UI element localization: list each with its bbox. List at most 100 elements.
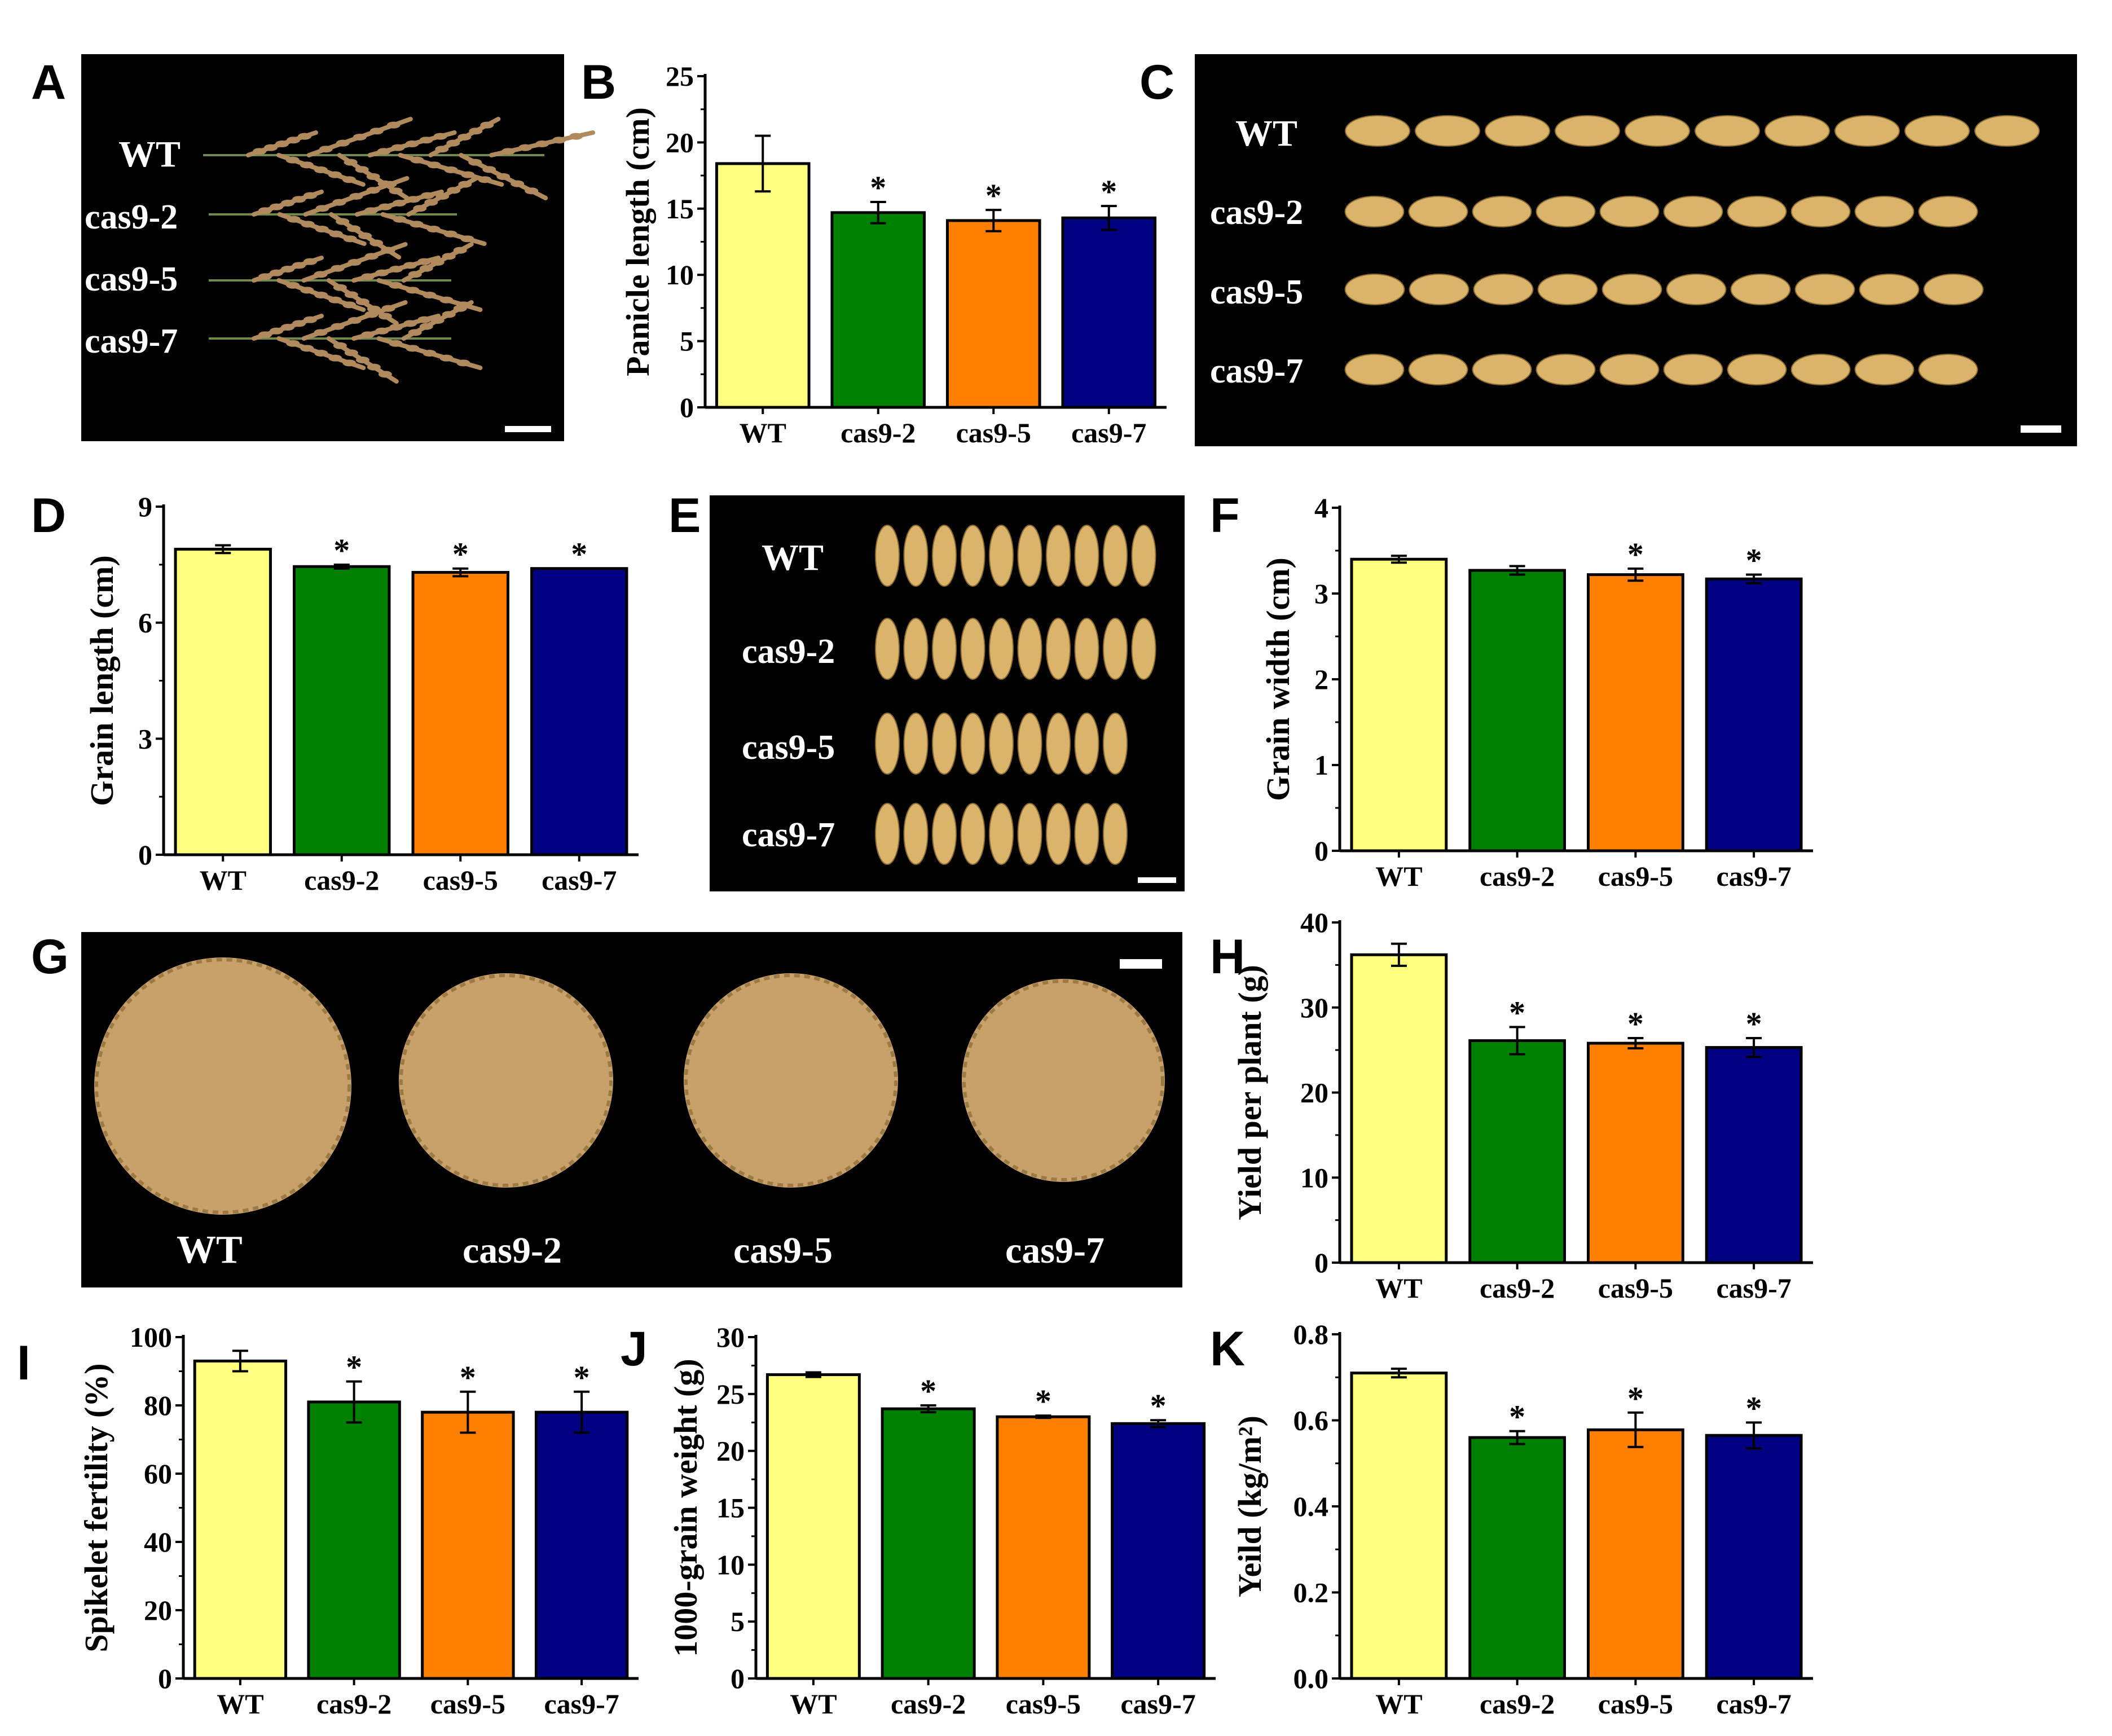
- spikelet: [347, 317, 362, 324]
- error-bar-cas9-7: [1746, 1037, 1762, 1058]
- spikelet: [355, 298, 369, 305]
- grain: [1344, 115, 1411, 147]
- spikelet: [275, 140, 289, 147]
- spikelet: [344, 291, 358, 298]
- spikelet: [264, 144, 278, 151]
- scale-bar-a: [505, 426, 551, 432]
- spikelet: [364, 207, 378, 214]
- spikelet: [270, 203, 283, 210]
- y-tick-label: 0.2: [1293, 1577, 1329, 1608]
- grain: [1923, 274, 1984, 305]
- spikelet: [281, 200, 294, 206]
- x-tick-label: cas9-2: [304, 864, 379, 896]
- significance-star: *: [333, 532, 350, 569]
- grain: [1663, 196, 1723, 227]
- spikelet: [525, 187, 539, 195]
- spikelet: [285, 156, 300, 164]
- spikelet: [333, 284, 347, 291]
- spikelet: [413, 205, 427, 212]
- spikelet: [426, 226, 441, 232]
- spikelet: [469, 128, 483, 135]
- y-axis-label: Yeild (kg/m²): [1231, 1416, 1268, 1597]
- spikelet: [347, 259, 362, 266]
- bar-cas9-5: [1586, 1041, 1684, 1264]
- bar-cas9-2: [293, 565, 391, 856]
- spikelet: [430, 317, 445, 324]
- spikelet: [270, 269, 283, 276]
- bar-cas9-5: [421, 1410, 515, 1680]
- spikelet: [375, 269, 389, 276]
- significance-star: *: [985, 177, 1002, 214]
- spikelet: [329, 230, 343, 238]
- spikelet: [333, 342, 347, 349]
- bar-cas9-5: [996, 1415, 1091, 1680]
- error-bar-cas9-2: [1509, 1026, 1525, 1056]
- error-bar-cas9-2: [1509, 565, 1525, 576]
- panel-label-e: E: [668, 489, 701, 543]
- error-bar-WT: [1391, 1368, 1407, 1379]
- y-tick-label: 0: [1314, 1247, 1328, 1278]
- x-tick-label: cas9-5: [423, 864, 498, 896]
- chart-panicle-length: WT * cas9-2 * cas9-5 * cas9-7 0 5 10 15 20 25 Panicle…: [619, 60, 1167, 449]
- grain: [1103, 618, 1128, 680]
- error-bar-cas9-5: [460, 1390, 476, 1434]
- bar-cas9-5: [1586, 1428, 1684, 1680]
- spikelet: [442, 253, 456, 260]
- spikelet: [433, 133, 447, 140]
- grain: [960, 618, 985, 680]
- x-tick-label: cas9-7: [544, 1688, 619, 1720]
- grain: [1409, 274, 1469, 305]
- y-axis-label: Yield per plant (g): [1231, 965, 1268, 1220]
- grain: [1859, 274, 1920, 305]
- bar-cas9-2: [830, 211, 926, 409]
- y-tick-label: 3: [1314, 578, 1328, 609]
- panel-label-g: G: [31, 930, 69, 984]
- grain: [989, 525, 1014, 587]
- y-tick-label: 20: [716, 1435, 745, 1467]
- spikelet: [511, 180, 525, 187]
- photo-a-label-cas9-7: cas9-7: [85, 322, 178, 361]
- grain: [1408, 196, 1468, 227]
- bar-cas9-7: [1061, 216, 1157, 409]
- spikelet: [378, 313, 392, 320]
- bar-cas9-2: [1468, 1436, 1567, 1680]
- spikelet: [349, 193, 363, 200]
- x-tick-label: cas9-2: [841, 417, 916, 449]
- spikelet: [458, 181, 472, 188]
- y-tick-label: 30: [1300, 992, 1328, 1023]
- grain: [1017, 525, 1042, 587]
- spikelet: [408, 271, 422, 278]
- error-bar-WT: [1391, 555, 1407, 564]
- grain: [932, 525, 957, 587]
- spikelet: [328, 171, 342, 178]
- spikelet: [403, 262, 417, 269]
- spikelet: [420, 192, 434, 199]
- significance-star: *: [1627, 1380, 1644, 1417]
- significance-star: *: [571, 536, 587, 573]
- spikelet: [444, 166, 458, 173]
- grain: [960, 803, 985, 865]
- x-tick-label: cas9-7: [1120, 1688, 1195, 1720]
- x-tick-label: WT: [790, 1688, 837, 1720]
- grain: [1103, 525, 1128, 587]
- x-tick-label: cas9-7: [1716, 1688, 1791, 1720]
- spikelet: [423, 350, 437, 357]
- spikelet: [535, 140, 549, 147]
- bar-WT: [1350, 1372, 1448, 1680]
- error-bar-cas9-5: [1627, 1411, 1644, 1448]
- grain: [1904, 115, 1970, 147]
- y-tick-label: 0: [680, 392, 694, 423]
- grain: [1727, 354, 1787, 385]
- photo-c-label-cas9-7: cas9-7: [1210, 352, 1303, 390]
- spikelet: [381, 247, 395, 254]
- bar-cas9-7: [1705, 1434, 1803, 1680]
- spikelet: [393, 216, 407, 223]
- y-tick-label: 10: [716, 1549, 745, 1580]
- bar-cas9-7: [534, 1410, 629, 1680]
- x-tick-label: WT: [1375, 860, 1422, 892]
- grain: [1046, 803, 1071, 865]
- spikelet: [496, 173, 511, 180]
- bar-cas9-5: [411, 571, 509, 856]
- spikelet: [253, 148, 266, 155]
- spikelet: [369, 239, 384, 247]
